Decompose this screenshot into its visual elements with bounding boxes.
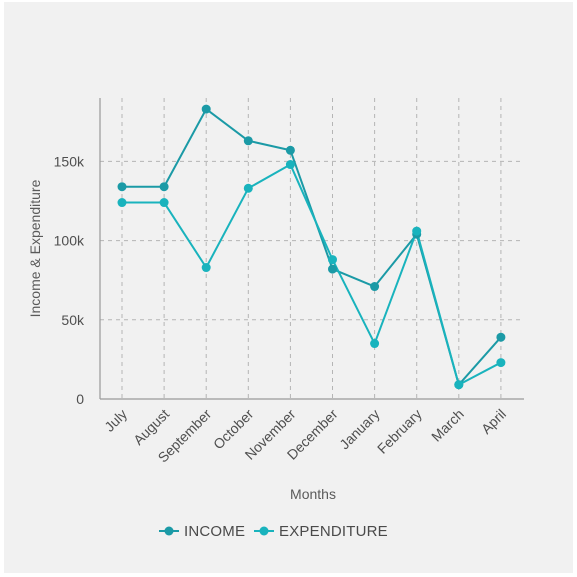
legend-income-label: INCOME	[184, 523, 245, 540]
chart-background	[4, 2, 573, 573]
data-point-expenditure	[370, 339, 380, 349]
x-tick-label: April	[478, 406, 509, 437]
series-line-expenditure	[121, 163, 502, 386]
data-point-income	[328, 264, 337, 274]
data-point-income	[159, 182, 169, 192]
data-point-expenditure	[454, 380, 464, 390]
data-point-income	[201, 104, 211, 114]
data-point-expenditure	[243, 183, 253, 193]
data-point-expenditure	[412, 226, 422, 236]
data-point-expenditure	[496, 358, 506, 368]
x-tick-label: February	[374, 406, 425, 457]
legend-item-income[interactable]: INCOME	[159, 523, 245, 540]
data-point-expenditure	[117, 198, 127, 208]
legend: INCOME EXPENDITURE	[159, 523, 388, 540]
data-point-income	[496, 332, 506, 342]
axes	[99, 98, 524, 400]
data-point-expenditure	[201, 263, 211, 273]
y-tick-label: 0	[76, 391, 84, 407]
data-point-expenditure	[328, 255, 337, 265]
y-tick-label: 50k	[61, 312, 85, 328]
series-layer	[117, 104, 506, 390]
x-tick-label: July	[101, 406, 130, 435]
data-point-income	[370, 282, 380, 292]
grid-lines	[100, 98, 524, 399]
data-point-expenditure	[285, 160, 295, 170]
y-tick-label: 150k	[54, 153, 85, 169]
x-axis-title: Months	[290, 486, 336, 502]
y-axis-title: Income & Expenditure	[27, 179, 43, 317]
legend-item-expenditure[interactable]: EXPENDITURE	[254, 523, 388, 540]
data-point-income	[285, 145, 295, 155]
y-tick-label: 100k	[54, 233, 85, 249]
x-tick-label: March	[428, 406, 467, 445]
data-point-expenditure	[159, 198, 169, 208]
series-line-income	[121, 108, 502, 386]
data-point-income	[117, 182, 127, 192]
legend-income-marker-icon	[164, 526, 174, 536]
legend-expenditure-label: EXPENDITURE	[279, 523, 388, 540]
legend-expenditure-marker-icon	[259, 526, 269, 536]
data-point-income	[243, 136, 253, 146]
